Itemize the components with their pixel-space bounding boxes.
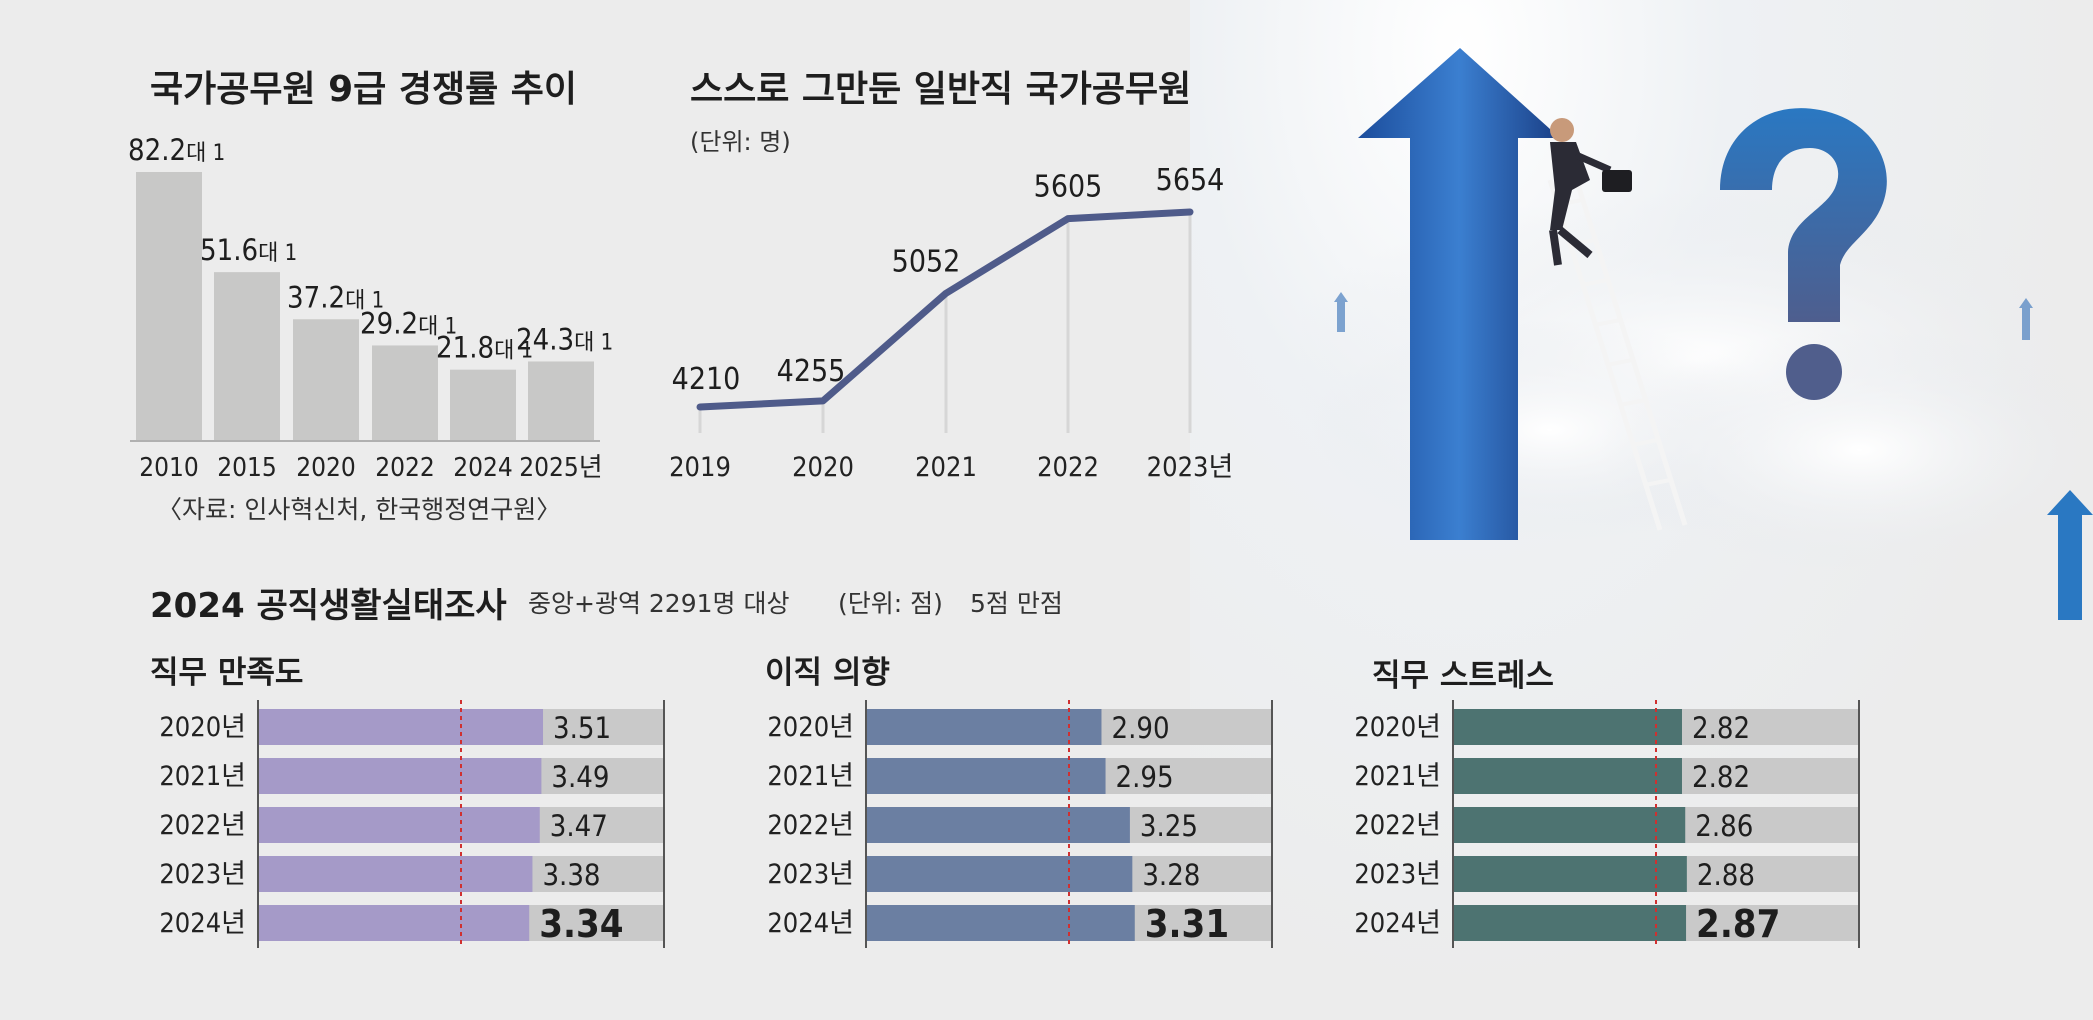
resign-x-tick: 2019 [669, 452, 731, 483]
survey-scale: 5점 만점 [970, 589, 1063, 618]
resign-x-tick: 2022 [1037, 452, 1099, 483]
illustration [1300, 48, 2093, 620]
resign-chart-title: 스스로 그만둔 일반직 국가공무원 [690, 69, 1192, 110]
stress-value-label: 2.82 [1692, 711, 1750, 745]
resign-x-tick: 2021 [915, 452, 977, 483]
stress-value-label: 2.86 [1695, 809, 1753, 843]
competition-value-label: 82.2대 1 [128, 133, 225, 167]
competition-x-tick: 2024 [453, 453, 513, 483]
turnover-value-label: 3.28 [1142, 858, 1200, 892]
satisfaction-value-label: 3.47 [550, 809, 608, 843]
satisfaction-bar [258, 856, 533, 892]
competition-value-label: 51.6대 1 [200, 233, 297, 267]
satisfaction-bar [258, 807, 540, 843]
stress-value-label: 2.88 [1697, 858, 1755, 892]
turnover-bar [866, 905, 1135, 941]
satisfaction-category-label: 2021년 [159, 761, 246, 792]
resign-data-label: 5052 [892, 244, 961, 279]
stress-bar [1453, 709, 1682, 745]
turnover-bar [866, 856, 1133, 892]
competition-bar [293, 319, 359, 441]
stress-value-label: 2.82 [1692, 760, 1750, 794]
turnover-bar [866, 807, 1130, 843]
turnover-value-label: 2.90 [1111, 711, 1169, 745]
turnover-title: 이직 의향 [765, 655, 890, 691]
stress-bar [1453, 856, 1687, 892]
turnover-category-label: 2022년 [767, 810, 854, 841]
stress-category-label: 2021년 [1354, 761, 1441, 792]
turnover-category-label: 2023년 [767, 859, 854, 890]
resign-unit: (단위: 명) [690, 128, 791, 156]
small-up-arrow-icon [1334, 292, 2093, 620]
turnover-value-label: 2.95 [1116, 760, 1174, 794]
satisfaction-value-label: 3.34 [539, 902, 623, 946]
turnover-bar [866, 709, 1102, 745]
competition-chart-title: 국가공무원 9급 경쟁률 추이 [150, 69, 577, 110]
resign-data-label: 5654 [1156, 163, 1225, 198]
competition-value-label: 21.8대 1 [436, 331, 533, 365]
stress-title: 직무 스트레스 [1372, 658, 1554, 694]
satisfaction-category-label: 2023년 [159, 859, 246, 890]
turnover-category-label: 2024년 [767, 908, 854, 939]
turnover-category-label: 2020년 [767, 712, 854, 743]
satisfaction-category-label: 2024년 [159, 908, 246, 939]
competition-x-tick: 2015 [217, 453, 277, 483]
stress-value-label: 2.87 [1696, 902, 1780, 946]
stress-category-label: 2022년 [1354, 810, 1441, 841]
competition-value-label: 37.2대 1 [287, 280, 384, 314]
turnover-value-label: 3.31 [1145, 902, 1229, 946]
competition-source: 〈자료: 인사혁신처, 한국행정연구원〉 [157, 495, 562, 524]
satisfaction-bar [258, 905, 530, 941]
competition-bar [372, 345, 438, 441]
satisfaction-category-label: 2022년 [159, 810, 246, 841]
stress-category-label: 2024년 [1354, 908, 1441, 939]
satisfaction-value-label: 3.49 [551, 760, 609, 794]
stress-category-label: 2020년 [1354, 712, 1441, 743]
survey-subtitle: 중앙+광역 2291명 대상 [528, 589, 790, 618]
survey-title: 2024 공직생활실태조사 [150, 586, 507, 626]
competition-bar [450, 369, 516, 441]
big-up-arrow-icon [1358, 48, 1560, 540]
competition-value-label: 29.2대 1 [360, 306, 457, 340]
stress-bar [1453, 807, 1686, 843]
resign-data-label: 4210 [672, 362, 741, 397]
stress-category-label: 2023년 [1354, 859, 1441, 890]
satisfaction-bar [258, 758, 542, 794]
satisfaction-value-label: 3.51 [553, 711, 611, 745]
resign-x-tick: 2023년 [1147, 452, 1234, 483]
competition-x-tick: 2010 [139, 453, 199, 483]
resign-x-tick: 2020 [792, 452, 854, 483]
competition-bar [214, 272, 280, 441]
survey-unit: (단위: 점) [838, 589, 943, 618]
competition-bar [136, 172, 202, 441]
resign-data-label: 4255 [777, 354, 846, 389]
stress-bar [1453, 905, 1687, 941]
question-mark-icon [1720, 108, 1887, 400]
satisfaction-bar [258, 709, 544, 745]
resign-data-label: 5605 [1034, 170, 1103, 205]
competition-x-tick: 2025년 [519, 453, 602, 483]
satisfaction-category-label: 2020년 [159, 712, 246, 743]
stress-bar [1453, 758, 1682, 794]
competition-x-tick: 2022 [375, 453, 435, 483]
satisfaction-value-label: 3.38 [542, 858, 600, 892]
competition-x-tick: 2020 [296, 453, 356, 483]
competition-bar [528, 361, 594, 441]
satisfaction-title: 직무 만족도 [150, 655, 304, 691]
turnover-category-label: 2021년 [767, 761, 854, 792]
competition-value-label: 24.3대 1 [516, 322, 613, 356]
businessman-icon [1549, 118, 1632, 266]
resign-series-line [696, 208, 1194, 411]
turnover-value-label: 3.25 [1140, 809, 1198, 843]
turnover-bar [866, 758, 1106, 794]
